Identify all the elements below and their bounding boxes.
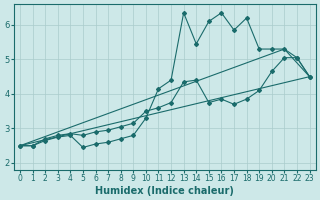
X-axis label: Humidex (Indice chaleur): Humidex (Indice chaleur) — [95, 186, 234, 196]
